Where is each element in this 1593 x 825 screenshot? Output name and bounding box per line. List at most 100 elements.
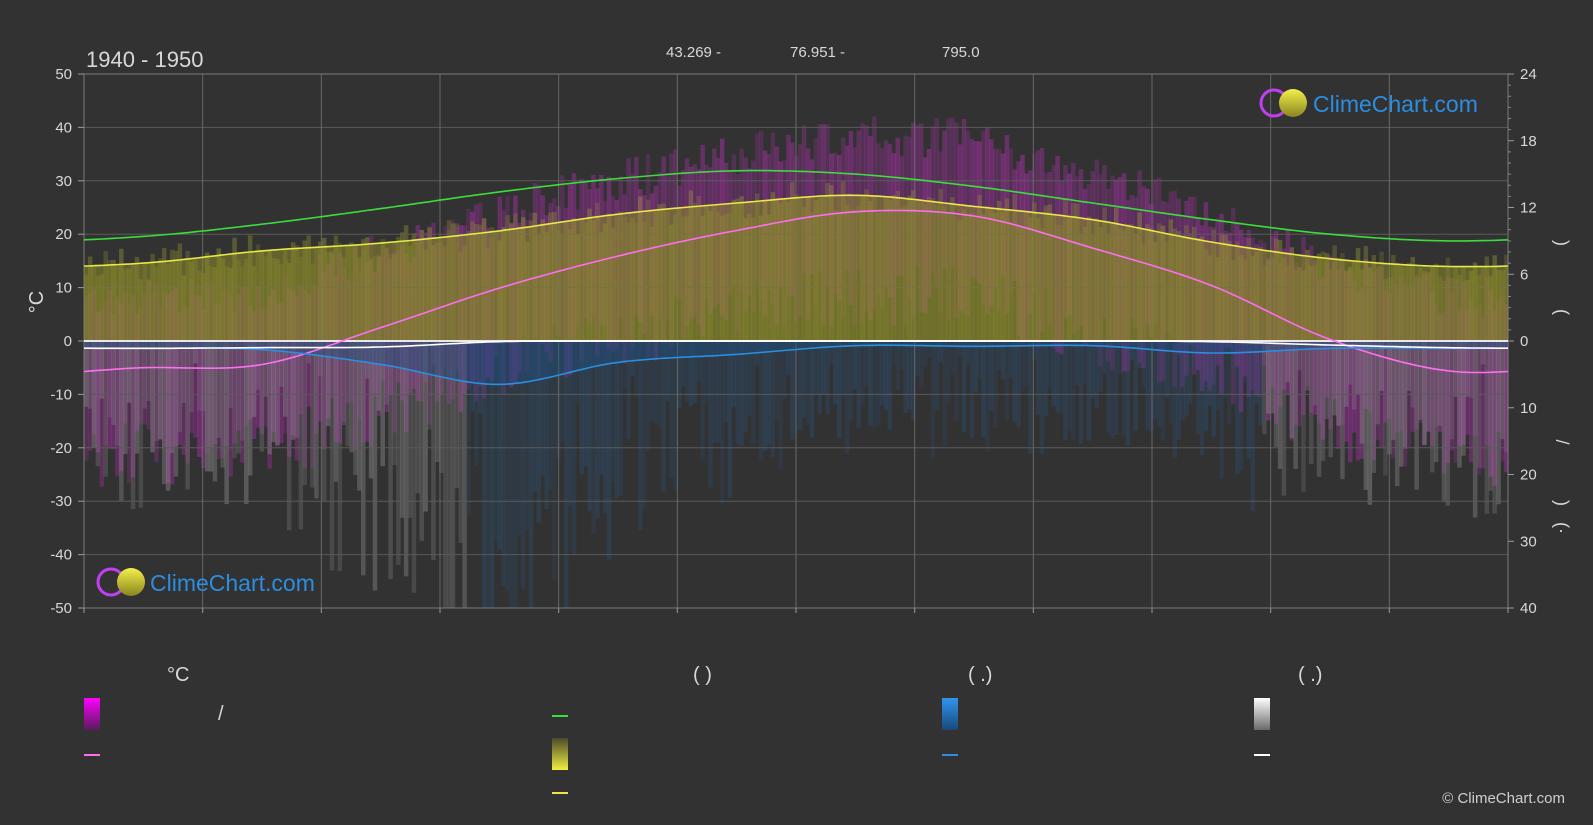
precip-bar [1223,341,1228,398]
precip-bar [599,341,604,475]
temp-range-bar [247,305,253,420]
precip-bar [181,341,186,404]
precip-bar [883,341,889,410]
precip-bar [747,341,752,416]
right-tick-label-precip: 30 [1520,533,1537,550]
precip-bar [493,341,499,541]
temp-range-bar [1433,303,1439,427]
precip-bar [177,341,183,433]
precip-bar [111,341,116,425]
temp-range-bar [1391,277,1396,459]
temp-range-bar [1394,284,1400,433]
precip-bar [833,341,838,405]
precip-bar [661,341,666,493]
precip-bar [1492,341,1497,514]
temp-range-bar [255,286,261,428]
precip-bar [228,341,233,408]
precip-bar [1028,341,1033,454]
precip-bar [236,341,241,454]
precip-bar [1211,341,1216,437]
precip-bar [267,341,272,455]
precip-bar [813,341,819,395]
precip-bar [341,341,346,426]
precip-bar [766,341,772,446]
precip-bar [474,341,479,466]
temp-range-bar [1375,268,1380,441]
right-tick-label-precip: 40 [1520,600,1537,617]
temp-range-bar [1422,273,1427,445]
copyright: © ClimeChart.com [1442,790,1565,807]
precip-bar [142,341,147,409]
precip-bar [146,341,151,401]
temp-range-bar [1414,274,1419,430]
precip-bar [1281,341,1287,496]
precip-bar [1051,341,1056,407]
precip-bar [380,341,385,467]
precip-bar [1114,341,1119,436]
temp-range-bar [142,293,147,425]
precip-bar [563,341,569,608]
temp-range-bar [310,285,315,469]
precip-bar [1348,341,1353,385]
precip-bar [1355,341,1361,395]
precip-bar [1414,341,1419,490]
precip-bar [165,341,171,491]
snow-line [84,340,1508,350]
logo-sun-icon [1279,89,1307,117]
precip-bar [1465,341,1470,397]
precip-bar [837,341,842,438]
temp-range-bar [1351,280,1357,433]
left-axis-unit: °C [26,291,48,313]
precip-bar [1422,341,1427,446]
legend-rain-heading: ( .) [968,664,993,686]
precip-bar [1047,341,1053,389]
temp-range-bar [942,130,947,269]
precip-bar [1172,341,1177,459]
precip-bar [844,341,850,454]
precip-bar [677,341,682,409]
precip-bar [638,341,643,531]
precip-bar [314,341,319,499]
legend-snow-heading: ( .) [1298,664,1323,686]
precip-bar [1082,341,1088,384]
temp-range-bar [1316,280,1322,424]
precip-bar [1277,341,1283,469]
temp-range-bar [189,279,194,433]
precip-bar [224,341,229,505]
precip-bar [123,341,128,455]
precip-bar [349,341,354,453]
precip-bar [895,341,900,391]
precip-bar [669,341,674,479]
precip-bar [1328,341,1333,458]
temp-range-bar [154,283,159,462]
precip-bar [1250,341,1255,511]
temp-range-bar [1336,269,1341,449]
temp-range-bar [283,275,288,434]
precip-bar [290,341,296,440]
temp-range-bar [1480,318,1486,469]
precip-bar [454,341,460,489]
precip-bar [872,341,877,428]
temp-range-bar [119,303,124,472]
temp-range-bar [99,309,105,487]
precip-bar [1375,341,1380,425]
brand-logo-bottom: ClimeChart.com [96,567,315,597]
precip-bar [364,341,370,379]
line-layer [83,169,1509,386]
temp-range-bar [251,311,257,439]
precip-bar [1195,341,1201,435]
precip-bar [368,341,374,479]
precip-bar [665,341,670,402]
precip-bar [1359,341,1365,444]
precip-bar [294,341,300,438]
temp-range-bar [126,303,132,483]
legend-daylight-line [552,715,568,717]
temp-range-bar [240,288,245,463]
temp-range-bar [185,306,190,464]
daylight-line [83,169,1509,242]
precip-bar [829,341,834,365]
precip-bar [173,341,179,477]
precip-bar [1406,341,1412,391]
precip-bar [244,341,249,505]
precip-bar [1133,341,1138,431]
